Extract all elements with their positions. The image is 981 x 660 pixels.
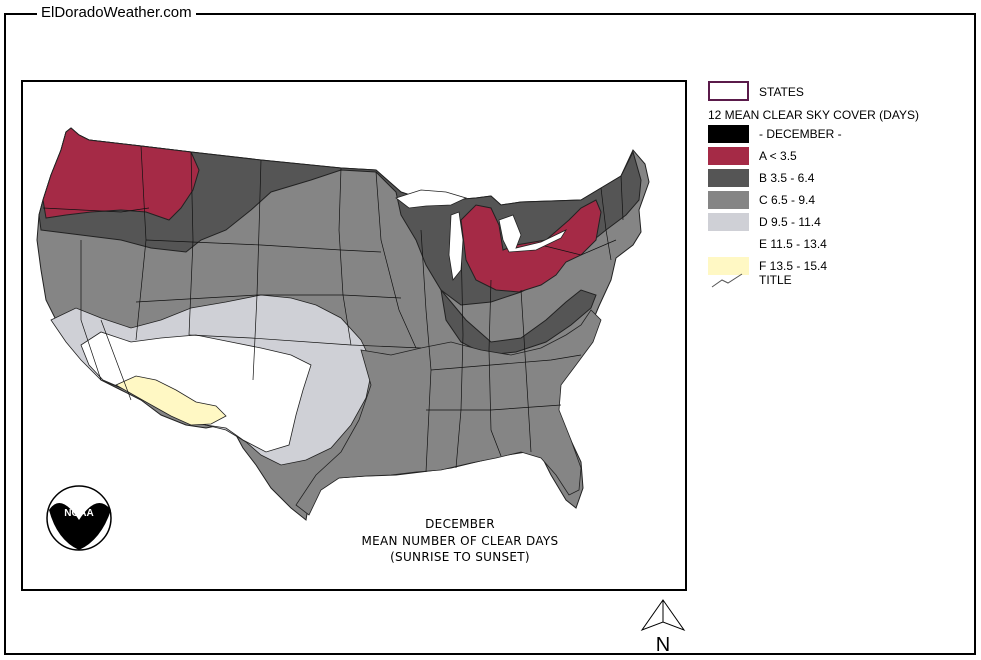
legend-item-label: E 11.5 - 13.4 <box>759 237 827 251</box>
outer-frame <box>4 13 976 655</box>
legend-title-label: TITLE <box>759 273 792 287</box>
map-caption-line2: MEAN NUMBER OF CLEAR DAYS <box>361 534 559 548</box>
legend-item-label: - DECEMBER - <box>759 127 842 141</box>
noaa-logo: NOAA <box>46 485 112 551</box>
legend-swatch <box>708 169 749 187</box>
legend-swatch <box>708 147 749 165</box>
legend-swatch <box>708 257 749 275</box>
legend-swatch <box>708 213 749 231</box>
us-clear-days-map: NOAA <box>36 127 650 551</box>
region-category-f-arizona <box>115 375 227 426</box>
legend-item-label: F 13.5 - 15.4 <box>759 259 828 273</box>
map-caption-line1: DECEMBER <box>425 517 495 531</box>
legend-states-label: STATES <box>759 85 804 99</box>
noaa-logo-text: NOAA <box>64 508 93 519</box>
state-boundaries <box>42 145 624 473</box>
map-caption-line3: (SUNRISE TO SUNSET) <box>390 550 530 564</box>
lake-huron-erie <box>498 214 568 253</box>
legend-swatch <box>708 235 749 253</box>
title-line-icon <box>711 273 743 288</box>
lake-michigan <box>448 211 464 281</box>
lake-superior <box>395 189 468 209</box>
legend-item-label: B 3.5 - 6.4 <box>759 171 815 185</box>
region-category-c-southeast <box>295 309 602 516</box>
legend-swatch <box>708 191 749 209</box>
legend-heading: 12 MEAN CLEAR SKY COVER (DAYS) <box>708 108 919 122</box>
legend-item-label: C 6.5 - 9.4 <box>759 193 816 207</box>
north-label: N <box>656 634 670 656</box>
site-title[interactable]: ElDoradoWeather.com <box>37 4 196 21</box>
legend-item-label: D 9.5 - 11.4 <box>759 215 821 229</box>
region-category-a-pacific-northwest <box>42 127 200 221</box>
states-outline-swatch <box>708 81 749 101</box>
north-arrow-icon: N <box>640 599 686 656</box>
legend-swatch <box>708 125 749 143</box>
legend-item-label: A < 3.5 <box>759 149 797 163</box>
